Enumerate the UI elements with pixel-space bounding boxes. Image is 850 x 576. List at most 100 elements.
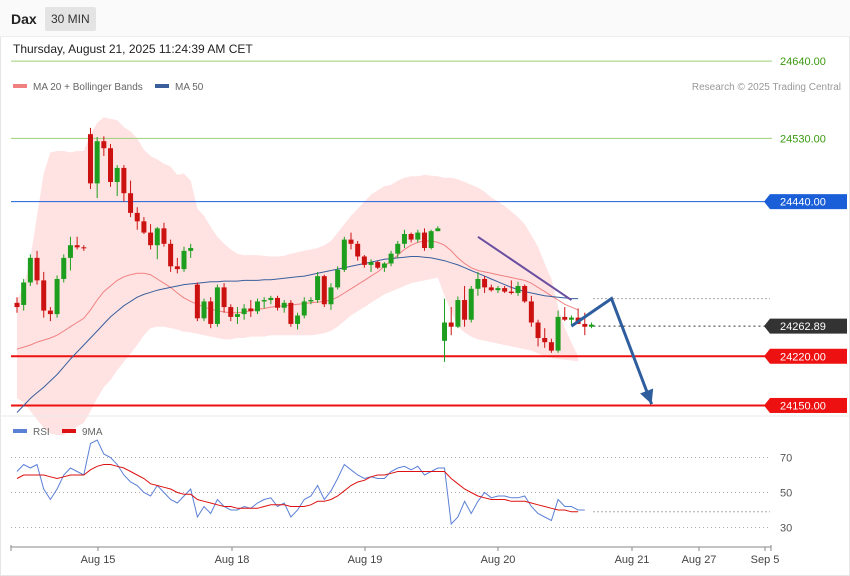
rsi-line [16,439,585,526]
candle-body [582,323,588,327]
candle [462,285,468,327]
candle-body [67,245,73,258]
rsi-level-label: 50 [780,488,792,500]
candle [221,283,227,313]
candle-body [34,257,40,281]
candle [535,319,541,347]
candle-body [134,212,140,222]
candle-body [475,278,481,289]
level-box-tip-3 [764,318,770,334]
candle-body [315,276,321,301]
candle-body [181,250,187,270]
candle [174,257,180,274]
candle-body [295,315,301,324]
candle-body [47,310,53,315]
level-label-1: 24530.00 [780,133,826,145]
candle [515,281,521,296]
timeframe-button[interactable]: 30 MIN [45,7,96,31]
candle-body [194,284,200,319]
candle [275,295,281,311]
candle-body [442,322,448,341]
x-axis: Aug 15 Aug 18 Aug 19 Aug 20 Aug 21 Aug 27 Sep … [10,545,779,566]
candle-body [555,316,561,351]
candle-body [381,263,387,268]
candle [67,236,73,271]
candle [328,283,334,310]
candle-body [61,257,67,279]
candle [548,338,554,353]
rsi-ma-legend-swatch [62,429,76,433]
level-box-3 [770,318,847,334]
candle [234,307,240,324]
candle-body [121,167,127,194]
candle [355,241,361,261]
candle [321,274,327,308]
ma-layer [16,240,579,413]
candle [214,284,220,327]
candle [522,284,528,303]
level-box-tip-5 [764,397,770,413]
candle-body [87,134,93,184]
candle-body [41,280,47,311]
candle [435,226,441,232]
candle [341,236,347,272]
candle [148,224,154,250]
candle-body [408,233,414,240]
ma20-line [16,240,579,350]
candle-body [401,233,407,244]
candle-body [415,232,421,240]
candle [368,259,374,272]
candle-body [268,297,274,301]
ma50-line [16,256,579,413]
candle-body [248,308,254,312]
candle [154,226,160,260]
ma20-legend-label: MA 20 + Bollinger Bands [33,82,143,93]
top-bar: Dax 30 MIN [0,0,850,37]
candle [475,271,481,296]
candle [335,266,341,290]
candle-body [482,278,488,288]
candle-body [468,288,474,320]
candle [562,307,568,322]
x-tick-label: Aug 19 [348,554,383,566]
candle [254,298,260,315]
candle-body [368,262,374,265]
candle [502,285,508,294]
candle-body [488,287,494,291]
candle-body [588,324,594,327]
candle-body [568,317,574,320]
candle-body [74,245,80,248]
x-tick-label: Aug 20 [481,554,516,566]
candle [94,136,100,199]
candle [101,136,107,156]
candle [228,304,234,322]
rsi-ma-legend-label: 9MA [82,427,103,438]
candle-body [361,256,367,265]
candle-body [562,316,568,320]
levels-layer: 24640.00 24530.00 24440.00 24262.89 24220.00… [11,56,847,413]
candle-body [101,141,107,149]
candle-body [448,322,454,327]
candle [108,144,114,187]
candle [482,276,488,294]
candle [508,280,514,295]
candle-body [281,302,287,308]
rsi-panel: RSI 9MA 70 50 30 [0,415,850,535]
candle [27,254,33,286]
candle-body [128,193,134,213]
x-tick-label: Aug 18 [215,554,250,566]
rsi-level-label: 30 [780,523,792,535]
candle-body [542,337,548,343]
rsi-legend-swatch [13,429,27,433]
candle-body [261,300,267,302]
bollinger-layer [17,117,579,436]
candle [188,243,194,258]
candle [555,310,561,353]
level-label-2: 24440.00 [780,197,826,209]
candle [61,254,67,283]
candle-body [275,297,281,308]
candle [34,250,40,285]
candle-body [455,300,461,327]
forecast-arrowhead [640,388,654,405]
candle-body [14,302,20,308]
